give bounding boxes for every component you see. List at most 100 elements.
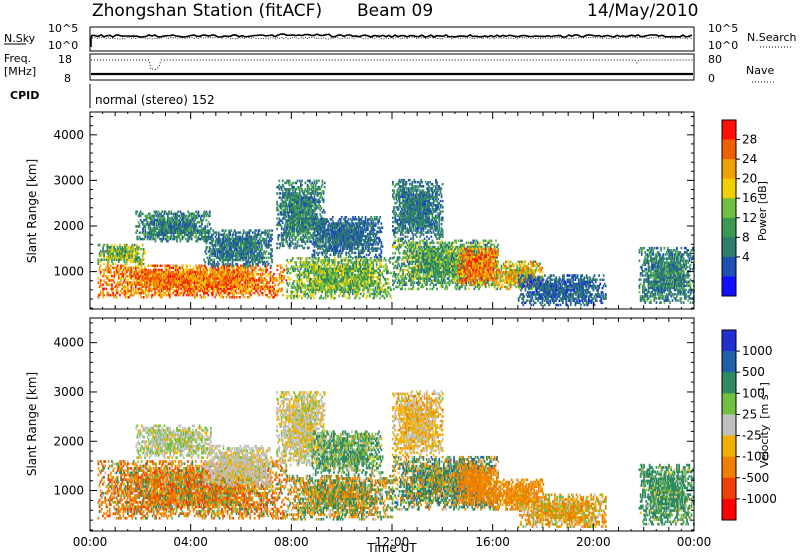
echo-cell (348, 280, 351, 283)
echo-cell (221, 264, 223, 267)
echo-cell (121, 264, 124, 267)
echo-cell (288, 202, 291, 206)
echo-cell (112, 250, 115, 253)
echo-cell (364, 282, 367, 285)
echo-cell (342, 267, 345, 270)
echo-cell (203, 231, 205, 234)
echo-cell (167, 221, 169, 224)
echo-cell (102, 250, 104, 253)
echo-cell (120, 279, 122, 282)
echo-cell (386, 265, 388, 268)
echo-cell (276, 289, 279, 293)
echo-cell (231, 281, 233, 284)
echo-cell (184, 287, 187, 291)
echo-cell (148, 223, 151, 226)
echo-cell (307, 246, 310, 250)
echo-cell (338, 282, 341, 285)
echo-cell (160, 225, 162, 228)
echo-cell (276, 192, 278, 195)
echo-cell (239, 283, 241, 286)
echo-cell (339, 269, 342, 273)
echo-cell (182, 285, 185, 288)
echo-cell (221, 275, 223, 278)
echo-cell (244, 266, 247, 270)
echo-cell (303, 196, 306, 199)
echo-cell (291, 198, 293, 201)
echo-cell (281, 242, 284, 245)
echo-cell (124, 256, 127, 259)
echo-cell (184, 281, 187, 284)
echo-cell (248, 289, 250, 293)
echo-cell (224, 235, 227, 239)
echo-cell (111, 289, 113, 293)
echo-cell (265, 293, 267, 297)
echo-cell (245, 239, 247, 243)
echo-cell (327, 261, 329, 264)
echo-cell (312, 204, 315, 208)
echo-cell (252, 268, 255, 272)
echo-cell (175, 289, 178, 293)
echo-cell (240, 264, 242, 267)
echo-cell (276, 268, 279, 272)
echo-cell (236, 277, 239, 280)
echo-cell (179, 293, 181, 297)
echo-cell (199, 285, 202, 288)
echo-cell (302, 294, 304, 298)
echo-cell (245, 241, 247, 245)
echo-cell (277, 264, 280, 267)
echo-cell (178, 223, 181, 226)
echo-cell (324, 290, 327, 294)
echo-cell (252, 281, 255, 284)
echo-cell (224, 289, 227, 293)
echo-cell (173, 229, 176, 232)
echo-cell (208, 246, 211, 249)
echo-cell (332, 284, 335, 287)
echo-cell (261, 239, 263, 243)
echo-cell (176, 285, 179, 288)
echo-cell (352, 269, 354, 273)
echo-cell (250, 281, 253, 284)
echo-cell (133, 258, 136, 261)
echo-cell (212, 260, 215, 264)
echo-cell (229, 244, 232, 247)
echo-cell (248, 233, 251, 236)
echo-cell (304, 286, 307, 289)
echo-cell (137, 275, 139, 278)
echo-cell (151, 214, 153, 218)
echo-cell (262, 231, 264, 234)
echo-cell (193, 216, 195, 220)
echo-cell (102, 268, 104, 272)
echo-cell (284, 229, 286, 233)
echo-cell (138, 277, 141, 280)
echo-cell (299, 273, 302, 277)
echo-cell (306, 179, 309, 183)
echo-cell (245, 246, 247, 249)
echo-cell (204, 272, 206, 276)
echo-cell (167, 287, 170, 291)
echo-cell (340, 269, 343, 273)
echo-cell (102, 245, 104, 249)
echo-cell (264, 239, 267, 243)
echo-cell (262, 260, 264, 264)
echo-cell (289, 208, 292, 212)
echo-cell (177, 233, 179, 237)
echo-cell (123, 287, 126, 291)
echo-cell (133, 270, 136, 274)
echo-cell (327, 290, 329, 294)
echo-cell (254, 254, 256, 257)
echo-cell (210, 262, 212, 266)
echo-cell (163, 287, 165, 291)
echo-cell (184, 225, 186, 228)
echo-cell (306, 232, 309, 235)
echo-cell (270, 235, 272, 239)
echo-cell (202, 218, 204, 222)
echo-cell (285, 181, 288, 185)
nave-label: Nave (746, 64, 774, 77)
echo-cell (221, 239, 224, 243)
echo-cell (350, 267, 353, 270)
echo-cell (150, 229, 152, 232)
echo-cell (150, 223, 152, 226)
echo-cell (304, 269, 307, 273)
echo-cell (144, 227, 147, 230)
echo-cell (259, 275, 262, 278)
